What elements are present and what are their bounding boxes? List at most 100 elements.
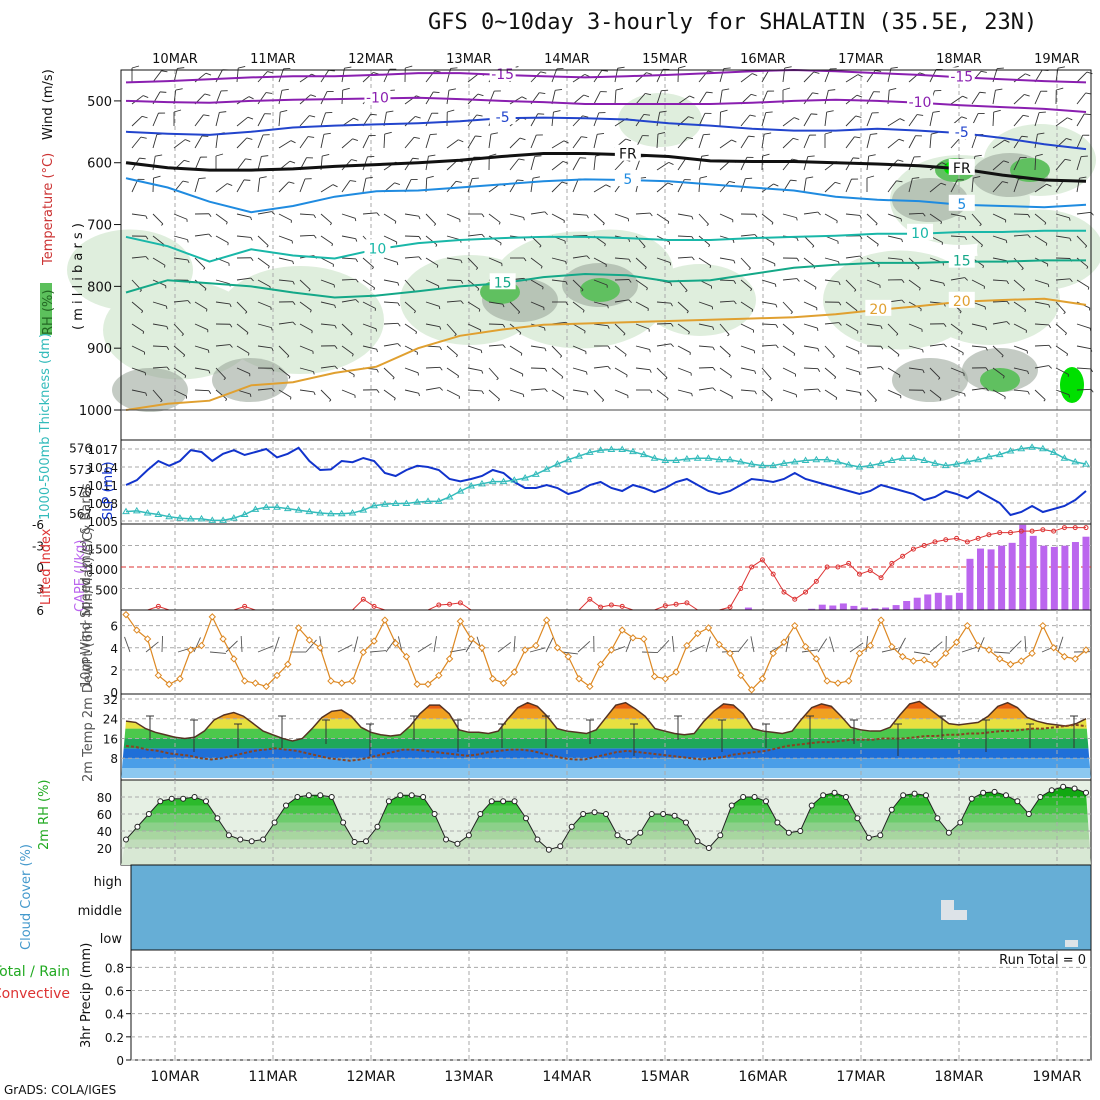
thickness-point [532, 470, 540, 477]
wind-barb-flag [1087, 287, 1090, 290]
rh2m-point [477, 811, 484, 817]
wind10m-point [424, 680, 432, 688]
wind10m-point [769, 649, 777, 658]
wind-barb [908, 178, 913, 193]
wind-barb-flag [475, 267, 479, 270]
wind-barb-flag [645, 92, 652, 96]
wind-barb [215, 301, 230, 305]
wind-barb-flag [386, 110, 394, 113]
rh2m-point [683, 819, 689, 826]
wind-barb-flag [1069, 217, 1071, 221]
wind-barb-flag [1066, 138, 1072, 141]
wind-barb-flag [439, 346, 443, 351]
thickness-point [1028, 443, 1036, 450]
wind-barb-flag [350, 333, 353, 336]
wind-barb-flag [334, 365, 338, 370]
cape-bar [955, 592, 963, 610]
temperature-contour [125, 259, 1086, 299]
thickness-point [456, 487, 465, 494]
top-date-label: 15MAR [642, 52, 688, 67]
wind-barb-flag [1044, 222, 1047, 225]
thickness-point [380, 500, 389, 507]
wind-barb [1034, 134, 1038, 149]
wind-barb [950, 235, 965, 238]
wind-barb [152, 389, 163, 401]
wind-barb [404, 323, 417, 333]
wind-barb [215, 344, 230, 347]
lifted-index-point [878, 575, 884, 581]
thickness-point [262, 503, 271, 510]
wind-barb-flag [517, 179, 524, 182]
rh2m-point [420, 794, 427, 800]
rh2m-point [660, 811, 667, 817]
wind-barb [698, 301, 713, 307]
wind-barb-flag [145, 392, 148, 396]
wind-barb-flag [565, 281, 568, 285]
wind-barb [803, 211, 818, 215]
wind-barb [656, 182, 669, 193]
precip-tick-label: 0.8 [105, 961, 124, 975]
wind-barb-flag [355, 258, 359, 263]
lifted-index-point [155, 603, 161, 609]
wind10m-point [672, 668, 680, 676]
pressure-tick-label: 700 [87, 219, 112, 234]
wind-barb-flag [271, 211, 275, 215]
wind-barb-flag [250, 217, 252, 221]
wind10m-barb [225, 640, 238, 653]
wind-barb [971, 279, 985, 287]
wind-barb [719, 279, 735, 282]
wind-barb-flag [561, 181, 568, 185]
wind-barb [467, 323, 481, 331]
wind-barb [530, 113, 539, 127]
wind-barb-flag [265, 92, 273, 94]
wind-barb [320, 323, 335, 326]
cape-bar [913, 597, 921, 610]
wind-barb-flag [397, 302, 401, 307]
wind-barb-flag [290, 140, 296, 144]
rh-band [121, 822, 1091, 831]
wind-barb [908, 156, 915, 171]
wind-barb-flag [502, 344, 506, 349]
wind-barb-flag [208, 390, 212, 394]
wind-barb [824, 345, 835, 357]
wind-barb [509, 213, 524, 218]
wind-barb-flag [943, 343, 947, 348]
wind-barb-flag [834, 376, 837, 380]
wind-barb-flag [775, 324, 779, 328]
wind-barb [509, 301, 521, 313]
thickness-point [834, 457, 842, 465]
wind-barb [656, 343, 671, 347]
wind-barb-flag [502, 304, 505, 308]
thickness-point [898, 454, 907, 461]
wind10m-barb [929, 641, 943, 653]
wind-barb-flag [355, 278, 359, 283]
wind-barb-flag [838, 302, 842, 306]
wind10m-point [284, 660, 292, 669]
rh2m-point [374, 823, 381, 830]
wind-barb [614, 345, 627, 355]
wind-barb [572, 157, 581, 171]
wind-barb-flag [670, 323, 674, 327]
wind-barb-flag [782, 87, 791, 91]
wind-barb [656, 301, 671, 304]
precip-tick-label: 0 [116, 1054, 124, 1068]
wind-barb-flag [334, 305, 336, 309]
wind-barb-flag [1084, 113, 1091, 116]
wind-barb-flag [413, 310, 416, 314]
wind-barb [656, 257, 671, 263]
wind10m-point [294, 624, 303, 632]
wind-barb [341, 235, 356, 240]
cape-bar [1019, 524, 1027, 610]
wind-barb-flag [764, 132, 772, 135]
wind-barb [1076, 345, 1091, 350]
thickness-point [909, 454, 918, 461]
thickness-point [424, 497, 432, 504]
wind-barb-flag [540, 71, 547, 74]
wind-barb [992, 367, 1005, 377]
wind10m-point [553, 644, 562, 652]
lifted-index-point [360, 596, 366, 602]
wind-barb-flag [597, 133, 605, 135]
wind10m-point [618, 626, 626, 634]
wind-barb-flag [832, 355, 835, 358]
cape-bar [924, 594, 932, 610]
